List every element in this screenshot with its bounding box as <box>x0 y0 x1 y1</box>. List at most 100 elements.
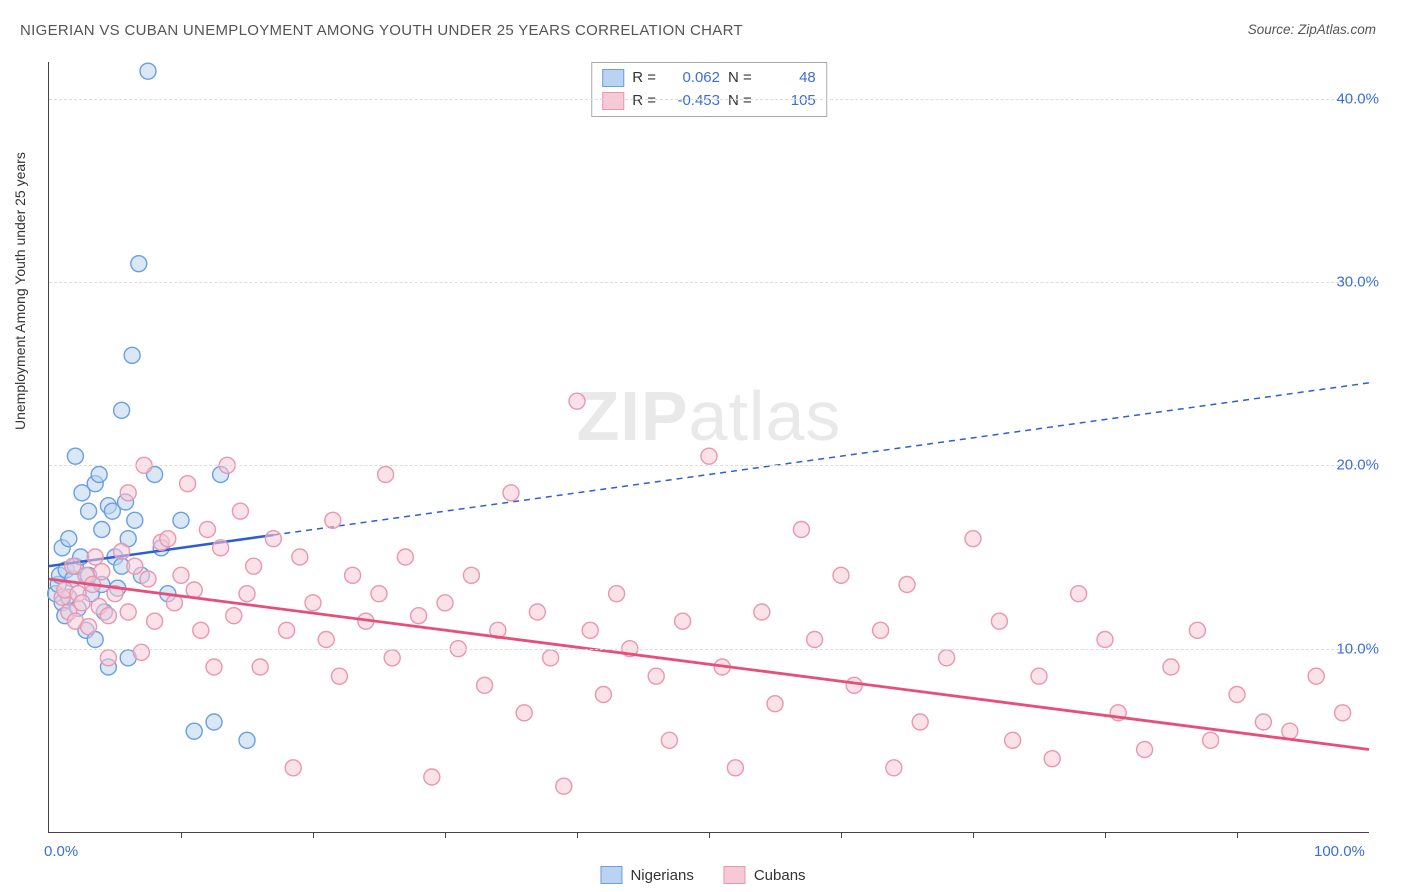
data-point <box>81 619 97 635</box>
chart-title: NIGERIAN VS CUBAN UNEMPLOYMENT AMONG YOU… <box>20 22 743 39</box>
data-point <box>94 564 110 580</box>
data-point <box>1137 742 1153 758</box>
data-point <box>1097 632 1113 648</box>
data-point <box>378 467 394 483</box>
xtick-mark <box>1237 832 1238 838</box>
data-point <box>1282 723 1298 739</box>
data-point <box>133 644 149 660</box>
data-point <box>1189 622 1205 638</box>
gridline <box>49 465 1369 466</box>
data-point <box>411 608 427 624</box>
data-point <box>160 531 176 547</box>
data-point <box>131 256 147 272</box>
data-point <box>754 604 770 620</box>
data-point <box>463 567 479 583</box>
data-point <box>91 467 107 483</box>
data-point <box>239 586 255 602</box>
data-point <box>206 714 222 730</box>
legend-swatch-nigerians <box>600 866 622 884</box>
data-point <box>285 760 301 776</box>
data-point <box>199 522 215 538</box>
data-point <box>325 512 341 528</box>
data-point <box>318 632 334 648</box>
data-point <box>186 582 202 598</box>
data-point <box>279 622 295 638</box>
ytick-label: 30.0% <box>1336 274 1379 291</box>
data-point <box>609 586 625 602</box>
data-point <box>100 650 116 666</box>
data-point <box>556 778 572 794</box>
data-point <box>305 595 321 611</box>
data-point <box>1308 668 1324 684</box>
data-point <box>265 531 281 547</box>
data-point <box>1071 586 1087 602</box>
data-point <box>701 448 717 464</box>
data-point <box>912 714 928 730</box>
data-point <box>424 769 440 785</box>
legend-item-nigerians: Nigerians <box>600 866 693 884</box>
data-point <box>140 63 156 79</box>
data-point <box>120 604 136 620</box>
data-point <box>886 760 902 776</box>
data-point <box>120 485 136 501</box>
xtick-mark <box>181 832 182 838</box>
legend: Nigerians Cubans <box>600 866 805 884</box>
data-point <box>226 608 242 624</box>
data-point <box>232 503 248 519</box>
data-point <box>213 540 229 556</box>
data-point <box>807 632 823 648</box>
xtick-mark <box>445 832 446 838</box>
data-point <box>965 531 981 547</box>
data-point <box>94 522 110 538</box>
data-point <box>846 677 862 693</box>
data-point <box>1203 732 1219 748</box>
data-point <box>529 604 545 620</box>
data-point <box>873 622 889 638</box>
data-point <box>1163 659 1179 675</box>
data-point <box>1335 705 1351 721</box>
data-point <box>246 558 262 574</box>
trendline-dashed <box>273 383 1369 535</box>
data-point <box>675 613 691 629</box>
plot-area: ZIPatlas R = 0.062 N = 48 R = -0.453 N =… <box>48 62 1369 833</box>
data-point <box>61 531 77 547</box>
data-point <box>397 549 413 565</box>
data-point <box>727 760 743 776</box>
data-point <box>186 723 202 739</box>
data-point <box>543 650 559 666</box>
data-point <box>345 567 361 583</box>
data-point <box>793 522 809 538</box>
source-label: Source: ZipAtlas.com <box>1248 22 1376 37</box>
data-point <box>124 347 140 363</box>
data-point <box>127 512 143 528</box>
data-point <box>100 608 116 624</box>
data-point <box>503 485 519 501</box>
xtick-mark <box>841 832 842 838</box>
data-point <box>477 677 493 693</box>
xtick-mark <box>313 832 314 838</box>
data-point <box>939 650 955 666</box>
data-point <box>437 595 453 611</box>
data-point <box>991 613 1007 629</box>
data-point <box>1005 732 1021 748</box>
data-point <box>180 476 196 492</box>
data-point <box>193 622 209 638</box>
data-point <box>114 402 130 418</box>
data-point <box>661 732 677 748</box>
data-point <box>595 687 611 703</box>
data-point <box>1255 714 1271 730</box>
xtick-mark <box>709 832 710 838</box>
legend-item-cubans: Cubans <box>724 866 806 884</box>
data-point <box>140 571 156 587</box>
xtick-label: 0.0% <box>44 843 78 860</box>
data-point <box>173 512 189 528</box>
data-point <box>147 613 163 629</box>
ytick-label: 20.0% <box>1336 457 1379 474</box>
data-point <box>87 549 103 565</box>
data-point <box>206 659 222 675</box>
data-point <box>67 448 83 464</box>
data-point <box>648 668 664 684</box>
ytick-label: 10.0% <box>1336 640 1379 657</box>
data-point <box>292 549 308 565</box>
legend-swatch-cubans <box>724 866 746 884</box>
